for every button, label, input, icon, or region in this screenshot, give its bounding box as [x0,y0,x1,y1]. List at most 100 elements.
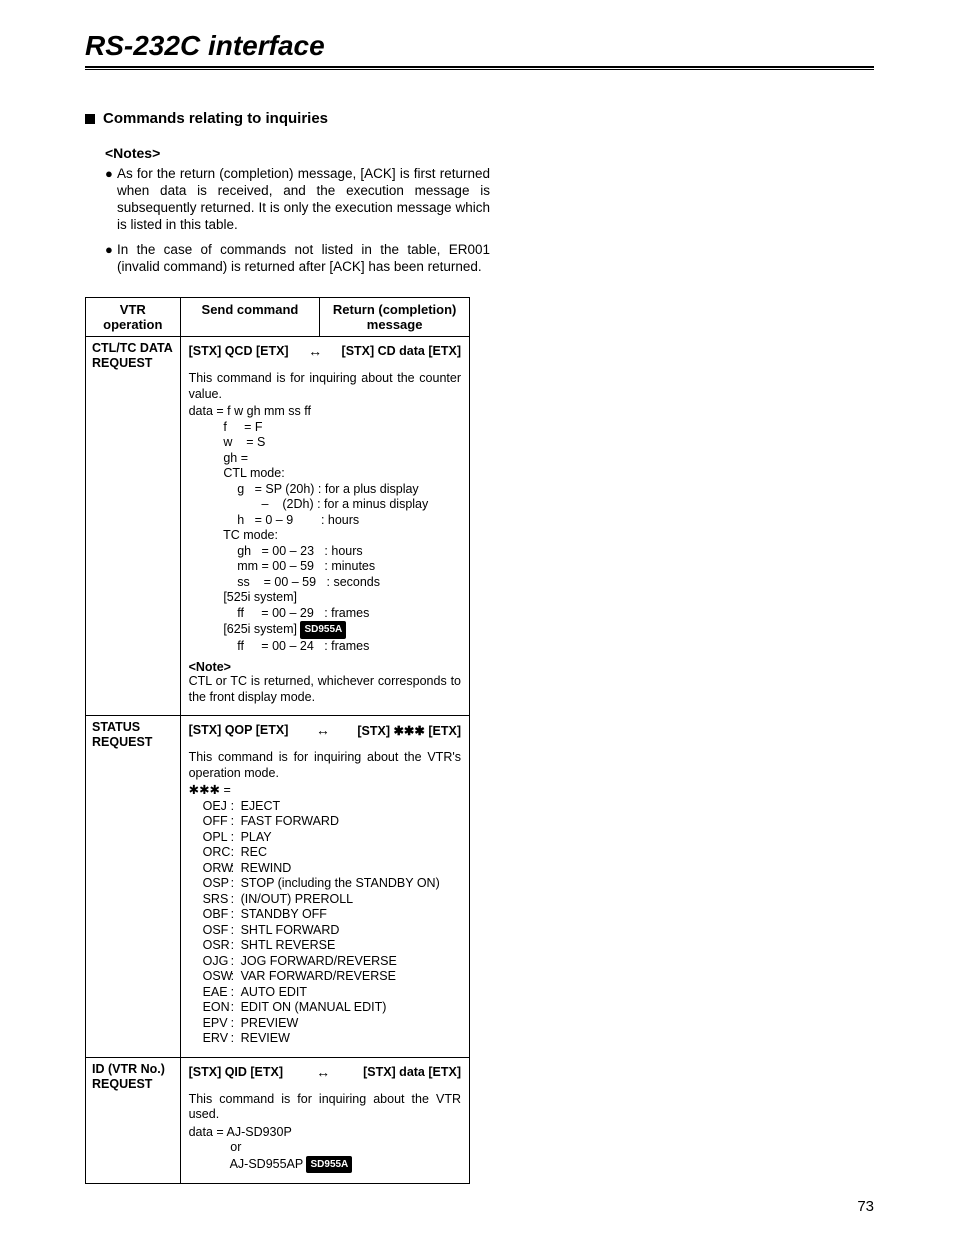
status-sep: : [231,892,241,908]
status-item: OSP:STOP (including the STANDBY ON) [189,876,461,892]
title-rule-thick [85,66,874,68]
status-label: SHTL REVERSE [241,938,461,954]
commands-table: VTRoperation Send command Return (comple… [85,297,470,1184]
arrow-icon: ↔ [308,343,322,359]
status-item: OJG:JOG FORWARD/REVERSE [189,954,461,970]
status-sep: : [231,969,241,985]
status-item: ORW:REWIND [189,861,461,877]
status-label: STOP (including the STANDBY ON) [241,876,461,892]
status-code: OJG [189,954,231,970]
return-message: [STX] CD data [ETX] [342,344,461,358]
status-sep: : [231,1000,241,1016]
status-label: SHTL FORWARD [241,923,461,939]
table-row: STATUSREQUEST[STX] QOP [ETX]↔[STX] ✱✱✱ [… [86,716,470,1058]
status-code: OPL [189,830,231,846]
note-text: In the case of commands not listed in th… [117,241,490,275]
table-row: ID (VTR No.)REQUEST[STX] QID [ETX]↔[STX]… [86,1057,470,1184]
note-bullet: ●In the case of commands not listed in t… [105,241,490,275]
status-sep: : [231,1031,241,1047]
th-vtr-operation: VTRoperation [86,298,181,337]
status-label: PLAY [241,830,461,846]
status-code: EPV [189,1016,231,1032]
return-message: [STX] data [ETX] [363,1065,461,1079]
status-item: OFF:FAST FORWARD [189,814,461,830]
status-item: OSF:SHTL FORWARD [189,923,461,939]
op-cell: ID (VTR No.)REQUEST [86,1057,181,1184]
status-code: OBF [189,907,231,923]
status-code: ORW [189,861,231,877]
model-badge: SD955A [306,1156,352,1174]
send-command: [STX] QID [ETX] [189,1065,283,1079]
note-label: <Note> [189,660,461,674]
page-title: RS-232C interface [85,30,874,62]
status-sep: : [231,876,241,892]
status-label: REWIND [241,861,461,877]
row-description: This command is for inquiring about the … [189,1092,461,1123]
status-label: (IN/OUT) PREROLL [241,892,461,908]
section-bullet-icon [85,114,95,124]
status-code: EAE [189,985,231,1001]
note-body: CTL or TC is returned, whichever corresp… [189,674,461,705]
send-command: [STX] QOP [ETX] [189,723,289,737]
arrow-icon: ↔ [316,1064,330,1080]
status-sep: : [231,985,241,1001]
status-item: EPV:PREVIEW [189,1016,461,1032]
status-label: STANDBY OFF [241,907,461,923]
status-sep: : [231,814,241,830]
status-sep: : [231,1016,241,1032]
status-sep: : [231,830,241,846]
data-format-block: data = f w gh mm ss ff f = F w = S gh = … [189,404,461,654]
bullet-icon: ● [105,165,117,233]
status-label: REC [241,845,461,861]
status-item: OBF:STANDBY OFF [189,907,461,923]
title-rule-thin [85,69,874,70]
model-badge: SD955A [300,621,346,639]
prefix-line: ✱✱✱ = [189,783,461,799]
status-code: OSR [189,938,231,954]
bullet-icon: ● [105,241,117,275]
status-item: ORC:REC [189,845,461,861]
table-row: CTL/TC DATAREQUEST[STX] QCD [ETX]↔[STX] … [86,337,470,716]
status-label: PREVIEW [241,1016,461,1032]
status-code: ERV [189,1031,231,1047]
status-label: VAR FORWARD/REVERSE [241,969,461,985]
status-item: SRS:(IN/OUT) PREROLL [189,892,461,908]
status-label: JOG FORWARD/REVERSE [241,954,461,970]
arrow-icon: ↔ [316,722,330,738]
status-list: OEJ:EJECTOFF:FAST FORWARDOPL:PLAYORC:REC… [189,799,461,1047]
note-text: As for the return (completion) message, … [117,165,490,233]
status-item: EON:EDIT ON (MANUAL EDIT) [189,1000,461,1016]
status-code: OSP [189,876,231,892]
status-item: OPL:PLAY [189,830,461,846]
status-label: EDIT ON (MANUAL EDIT) [241,1000,461,1016]
note-bullet: ●As for the return (completion) message,… [105,165,490,233]
status-item: OSR:SHTL REVERSE [189,938,461,954]
row-description: This command is for inquiring about the … [189,371,461,402]
status-sep: : [231,799,241,815]
status-code: OEJ [189,799,231,815]
status-label: REVIEW [241,1031,461,1047]
status-sep: : [231,954,241,970]
send-command: [STX] QCD [ETX] [189,344,289,358]
op-cell: STATUSREQUEST [86,716,181,1058]
op-cell: CTL/TC DATAREQUEST [86,337,181,716]
th-send-command: Send command [180,298,320,337]
section-heading: Commands relating to inquiries [103,110,328,127]
status-code: SRS [189,892,231,908]
status-item: ERV:REVIEW [189,1031,461,1047]
status-code: ORC [189,845,231,861]
status-sep: : [231,861,241,877]
body-cell: [STX] QID [ETX] ↔ [STX] data [ETX] This com… [180,1057,469,1184]
status-item: EAE:AUTO EDIT [189,985,461,1001]
status-label: EJECT [241,799,461,815]
notes-heading: <Notes> [105,145,490,161]
status-code: OFF [189,814,231,830]
body-cell: [STX] QCD [ETX] ↔ [STX] CD data [ETX] This … [180,337,469,716]
status-sep: : [231,907,241,923]
status-item: OSW:VAR FORWARD/REVERSE [189,969,461,985]
th-return-message: Return (completion)message [320,298,470,337]
id-data-block: data = AJ-SD930P or AJ-SD955AP SD955A [189,1125,461,1174]
status-code: EON [189,1000,231,1016]
status-sep: : [231,938,241,954]
page-number: 73 [857,1198,874,1215]
